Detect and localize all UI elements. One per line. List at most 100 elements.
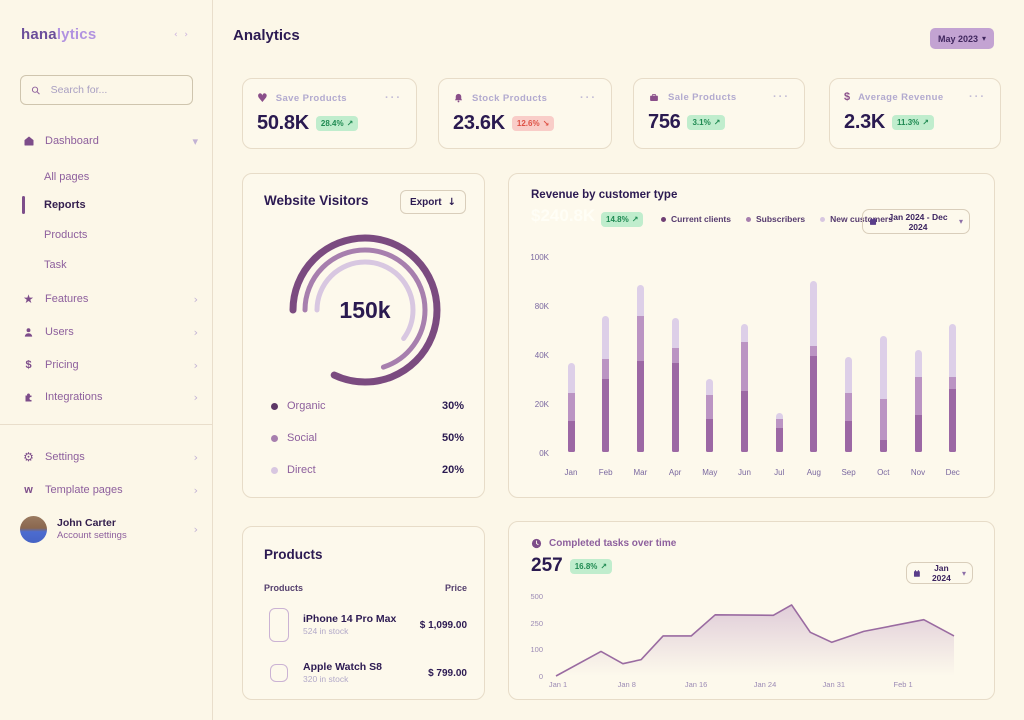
card-title: Website Visitors xyxy=(264,193,369,208)
chevron-down-icon: ▾ xyxy=(192,134,198,148)
star-icon: ★ xyxy=(23,292,34,306)
more-menu-icon[interactable]: ··· xyxy=(969,91,986,104)
x-axis-tick: May xyxy=(702,468,718,477)
dollar-icon: $ xyxy=(25,358,32,371)
bar-feb xyxy=(602,316,610,452)
bar-jul xyxy=(775,412,783,452)
bar-may xyxy=(706,379,714,452)
bar-segment xyxy=(914,414,922,452)
stat-value: 756 xyxy=(648,111,681,133)
sidebar-item-integrations[interactable]: Integrations › xyxy=(22,388,198,406)
legend-label: Subscribers xyxy=(756,214,806,224)
bar-segment xyxy=(567,363,575,393)
bar-segment xyxy=(636,361,644,452)
sidebar-item-pricing[interactable]: $ Pricing › xyxy=(22,356,198,374)
stat-label: Sale Products xyxy=(668,92,737,103)
x-axis-tick: Jan 24 xyxy=(753,680,777,689)
bar-jan xyxy=(567,363,575,452)
x-axis-tick: Jan 1 xyxy=(548,680,568,689)
bar-segment xyxy=(845,420,853,452)
bar-segment xyxy=(741,341,748,391)
sidebar-item-label: Users xyxy=(45,326,74,338)
stat-card-stock-products: Stock Products ··· 23.6K 12.6% ↘ xyxy=(438,78,612,149)
bar-segment xyxy=(602,359,610,380)
table-row[interactable]: iPhone 14 Pro Max 524 in stock $ 1,099.0… xyxy=(264,603,467,647)
trend-up-icon: ↗ xyxy=(346,119,354,128)
bar-segment xyxy=(636,316,644,362)
more-menu-icon[interactable]: ··· xyxy=(580,91,597,104)
bar-segment xyxy=(845,357,853,393)
sidebar-item-all-pages[interactable]: All pages xyxy=(44,168,198,186)
bar-segment xyxy=(949,389,957,452)
y-axis-tick: 250 xyxy=(530,618,543,628)
y-axis-tick: 40K xyxy=(534,351,549,360)
tasks-value-row: 257 16.8% ↗ xyxy=(531,555,613,577)
bar-dec xyxy=(949,324,957,452)
y-axis-tick: 20K xyxy=(534,400,549,409)
chevron-right-icon: › xyxy=(193,292,198,306)
legend-dot xyxy=(271,466,278,474)
bar-segment xyxy=(949,377,957,389)
chevron-right-icon: › xyxy=(193,390,198,404)
chevron-right-icon: › xyxy=(193,358,198,372)
date-range-button[interactable]: Jan 2024 - Dec 2024 ▾ xyxy=(862,209,970,234)
table-header: Products Price xyxy=(264,583,467,593)
trend-down-icon: ↘ xyxy=(542,119,550,128)
more-menu-icon[interactable]: ··· xyxy=(773,91,790,104)
search-input[interactable] xyxy=(48,83,182,97)
bar-nov xyxy=(914,349,922,452)
card-title: Revenue by customer type xyxy=(531,189,678,201)
stat-card-save-products: ♥ Save Products ··· 50.8K 28.4% ↗ xyxy=(242,78,417,149)
sidebar-item-products[interactable]: Products xyxy=(44,226,198,244)
x-axis-tick: Jul xyxy=(774,468,785,477)
column-price: Price xyxy=(444,583,467,593)
product-name: Apple Watch S8 xyxy=(303,660,382,673)
legend-label: Current clients xyxy=(671,214,731,224)
bar-segment xyxy=(602,316,610,360)
bar-segment xyxy=(775,412,783,419)
clock-icon xyxy=(531,538,542,549)
sidebar-item-template-pages[interactable]: w Template pages › xyxy=(22,481,198,499)
sidebar-item-users[interactable]: Users › xyxy=(22,323,198,341)
sidebar-item-dashboard[interactable]: Dashboard ▾ xyxy=(22,132,198,150)
chevron-right-icon: › xyxy=(193,522,198,536)
export-button[interactable]: Export ↓ xyxy=(399,190,466,214)
sidebar-item-reports[interactable]: Reports xyxy=(44,196,198,214)
change-badge: 3.1% ↗ xyxy=(687,115,726,130)
more-menu-icon[interactable]: ··· xyxy=(385,91,402,104)
product-name: iPhone 14 Pro Max xyxy=(303,612,397,625)
x-axis-tick: Jan 31 xyxy=(822,680,846,689)
sidebar-item-settings[interactable]: ⚙ Settings › xyxy=(22,448,198,466)
card-title: Completed tasks over time xyxy=(549,538,677,549)
legend-dot xyxy=(746,216,751,222)
x-axis-tick: Aug xyxy=(806,468,821,477)
legend-item-direct: Direct 20% xyxy=(271,462,464,478)
iphone-icon xyxy=(269,608,289,642)
card-header: Completed tasks over time xyxy=(531,538,676,549)
donut-center-value: 150k xyxy=(339,296,391,323)
logo-part2: lytics xyxy=(56,26,97,43)
legend-dot xyxy=(271,434,278,442)
column-products: Products xyxy=(264,583,304,593)
bar-segment xyxy=(741,390,748,452)
page-title: Analytics xyxy=(233,27,300,44)
y-axis-tick: 500 xyxy=(530,592,543,601)
account-settings[interactable]: John Carter Account settings › xyxy=(20,514,198,544)
stat-value: 2.3K xyxy=(844,111,886,133)
area-fill xyxy=(556,604,954,676)
table-row[interactable]: Apple Watch S8 320 in stock $ 799.00 xyxy=(264,651,467,695)
trend-up-icon: ↗ xyxy=(713,118,721,127)
logo: hanalytics xyxy=(21,26,96,43)
sidebar-item-label: Dashboard xyxy=(45,135,99,147)
sidebar-item-features[interactable]: ★ Features › xyxy=(22,290,198,308)
search-box[interactable] xyxy=(20,75,193,105)
period-select-button[interactable]: May 2023 ▾ xyxy=(930,28,994,49)
sidebar-collapse-icon[interactable]: ‹ › xyxy=(173,30,190,40)
change-badge: 12.6% ↘ xyxy=(511,116,555,131)
bar-segment xyxy=(636,284,644,317)
period-select-button[interactable]: Jan 2024 ▾ xyxy=(906,562,973,584)
sidebar-item-task[interactable]: Task xyxy=(44,256,198,274)
product-stock: 320 in stock xyxy=(303,674,349,685)
puzzle-icon xyxy=(22,391,35,403)
bar-segment xyxy=(879,335,887,399)
